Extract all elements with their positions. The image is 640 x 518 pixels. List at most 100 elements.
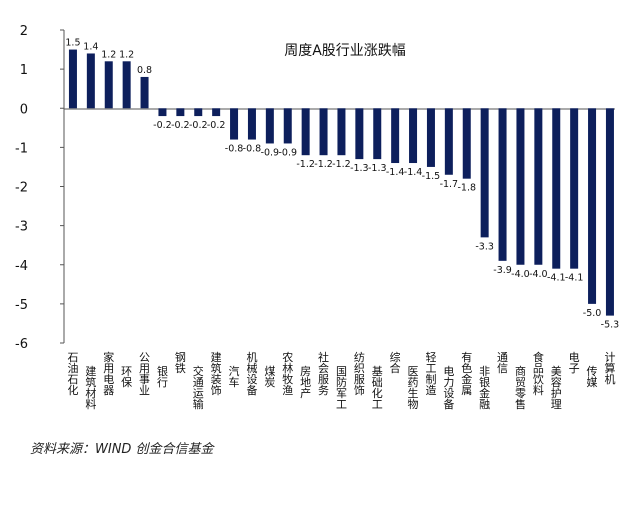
- category-label: 交通运输: [193, 364, 204, 411]
- category-label: 机械设备: [246, 350, 257, 397]
- y-tick-label: -3: [15, 220, 28, 235]
- data-label: -0.8: [243, 144, 262, 155]
- bar: [86, 53, 95, 109]
- bar: [462, 108, 471, 179]
- category-label: 电力设备: [443, 365, 454, 411]
- data-label: -0.9: [278, 147, 297, 158]
- y-tick-label: -1: [15, 141, 28, 156]
- data-labels: 1.5 1.41.2 1.20.8-0.2 -0.2 -0.2 -0.2-0.8 -0.8-…: [65, 38, 619, 331]
- category-label: 基础化工: [372, 365, 383, 411]
- category-label: 计算机: [604, 351, 615, 386]
- data-label: -0.2: [171, 120, 190, 131]
- category-label: 通信: [497, 351, 508, 375]
- data-label: -0.9: [261, 147, 280, 158]
- bars: [68, 49, 614, 316]
- category-label: 商贸零售: [515, 364, 526, 411]
- data-label: -4.1: [547, 273, 566, 284]
- y-tick-label: -6: [15, 337, 28, 352]
- data-label: -4.0: [529, 269, 548, 280]
- category-label: 石油石化: [67, 351, 78, 397]
- data-label: 0.8: [137, 65, 152, 76]
- category-label: 农林牧渔: [282, 350, 293, 397]
- bar: [68, 49, 77, 109]
- bar: [247, 108, 256, 140]
- category-label: 房地产: [300, 365, 311, 400]
- category-label: 传媒: [587, 365, 598, 389]
- chart: 周度A股行业涨跌幅 210-1-2-3-4-5-6 1.5 1.41.2 1.20.…: [15, 24, 619, 411]
- category-label: 轻工制造: [425, 350, 436, 397]
- category-label: 美容护理: [551, 365, 562, 411]
- bar: [373, 108, 382, 160]
- data-label: -1.3: [350, 163, 369, 174]
- bar: [319, 108, 328, 156]
- data-label: -1.5: [422, 171, 441, 182]
- bar: [570, 108, 579, 269]
- data-label: -0.2: [189, 120, 208, 131]
- category-label: 公用事业: [139, 351, 150, 397]
- data-label: -1.8: [457, 183, 476, 194]
- data-label: -1.2: [314, 159, 333, 170]
- data-label: -5.0: [583, 308, 602, 319]
- category-label: 医药生物: [408, 365, 419, 411]
- chart-title: 周度A股行业涨跌幅: [284, 43, 406, 59]
- category-label: 综合: [390, 350, 401, 375]
- data-label: -3.3: [475, 241, 494, 252]
- data-label: -1.7: [440, 179, 459, 190]
- bar: [588, 108, 597, 304]
- category-label: 建筑装饰: [211, 350, 222, 397]
- bar: [426, 108, 435, 167]
- bar: [355, 108, 364, 160]
- bar: [194, 108, 203, 117]
- bar: [534, 108, 543, 265]
- data-label: -4.1: [565, 273, 584, 284]
- data-label: -4.0: [511, 269, 530, 280]
- y-tick-label: -4: [15, 259, 28, 274]
- source-note: 资料来源：WIND 创金合信基金: [30, 442, 214, 457]
- bar: [480, 108, 489, 238]
- bar: [409, 108, 418, 164]
- bar: [265, 108, 274, 144]
- y-tick-label: -2: [15, 181, 28, 196]
- bar: [301, 108, 310, 156]
- bar: [176, 108, 185, 117]
- y-tick-label: 2: [20, 24, 28, 39]
- bar: [444, 108, 453, 175]
- y-axis-ticks: 2 1 0 -1 -2 -3 -4 -5 -6: [15, 24, 64, 352]
- data-label: -0.8: [225, 144, 244, 155]
- category-label: 非银金融: [479, 365, 490, 411]
- data-label: 1.5: [65, 38, 80, 49]
- bar: [283, 108, 292, 144]
- bar: [122, 61, 131, 109]
- category-label: 家用电器: [103, 350, 114, 397]
- category-label: 食品饮料: [533, 350, 544, 397]
- y-tick-label: 1: [20, 63, 28, 78]
- bar: [605, 108, 614, 316]
- bar: [552, 108, 561, 269]
- bar: [498, 108, 507, 261]
- data-label: 1.2: [101, 49, 116, 60]
- category-label: 有色金属: [461, 350, 472, 397]
- bar: [516, 108, 525, 265]
- y-tick-label: -5: [15, 298, 28, 313]
- data-label: -1.3: [368, 163, 387, 174]
- category-label: 煤炭: [264, 365, 275, 389]
- data-label: -0.2: [153, 120, 172, 131]
- bar: [230, 108, 239, 140]
- bar: [104, 61, 113, 109]
- bar: [212, 108, 221, 117]
- data-label: -0.2: [207, 120, 226, 131]
- category-label: 纺织服饰: [354, 350, 365, 397]
- data-label: -5.3: [601, 320, 620, 331]
- data-label: 1.2: [119, 49, 134, 60]
- data-label: -1.4: [386, 167, 405, 178]
- bar: [158, 108, 167, 117]
- category-label: 建筑材料: [85, 364, 96, 411]
- bar: [337, 108, 346, 156]
- category-label: 钢铁: [175, 351, 186, 375]
- category-label: 国防军工: [336, 365, 347, 411]
- data-label: -1.4: [404, 167, 423, 178]
- data-label: -1.2: [296, 159, 315, 170]
- category-label: 汽车: [229, 364, 240, 389]
- category-label: 银行: [157, 364, 168, 389]
